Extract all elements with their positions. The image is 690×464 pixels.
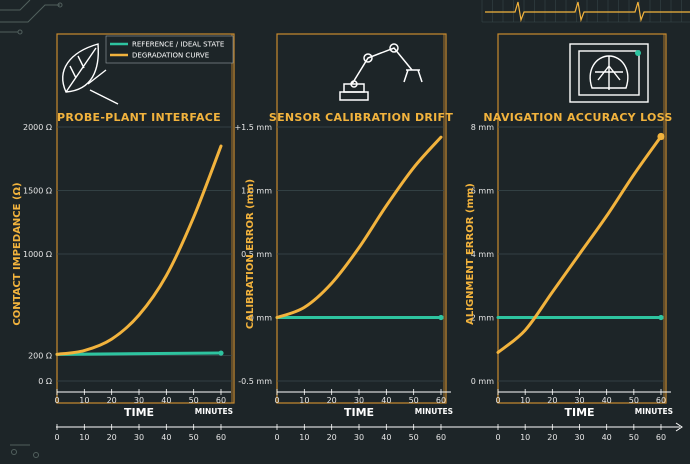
legend: REFERENCE / IDEAL STATE DEGRADATION CURV…: [105, 35, 234, 64]
timeline-tick-label: 0: [495, 433, 500, 442]
x-tick-label: 10: [520, 396, 530, 405]
timeline-tick-label: 40: [381, 433, 391, 442]
x-tick-label: 40: [161, 396, 171, 405]
panel-frame: [56, 33, 235, 404]
x-tick-label: 20: [547, 396, 557, 405]
timeline-tick-label: 10: [299, 433, 309, 442]
x-tick-label: 0: [274, 396, 279, 405]
x-tick-label: 30: [574, 396, 584, 405]
x-tick-label: 60: [216, 396, 226, 405]
y-tick-label: 0 Ω: [38, 377, 52, 386]
y-tick-label: -0.5 mm: [238, 377, 272, 386]
panel-title: PROBE-PLANT INTERFACE: [57, 111, 221, 124]
timeline-tick-label: 10: [520, 433, 530, 442]
timeline-tick-label: 60: [436, 433, 446, 442]
timeline-tick-label: 30: [574, 433, 584, 442]
timeline-tick-label: 10: [79, 433, 89, 442]
y-axis-label: CALIBRATION ERROR (mm): [245, 179, 256, 329]
x-tick-label: 20: [327, 396, 337, 405]
y-tick-label: 200 Ω: [28, 352, 52, 361]
degradation-curve: [55, 144, 223, 356]
x-axis-label: TIME: [564, 406, 594, 419]
x-tick-label: 60: [436, 396, 446, 405]
series-end-marker: [218, 350, 224, 356]
y-tick-label: 2000 Ω: [23, 123, 52, 132]
y-tick-label: 0 mm: [249, 314, 272, 323]
panel-title: NAVIGATION ACCURACY LOSS: [483, 111, 672, 124]
series-end-marker: [657, 132, 665, 141]
x-tick-label: 40: [602, 396, 612, 405]
timeline-tick-label: 0: [54, 433, 59, 442]
timeline-tick-label: 20: [107, 433, 117, 442]
x-tick-label: 10: [79, 396, 89, 405]
y-tick-label: 0 mm: [471, 377, 494, 386]
x-tick-label: 60: [656, 396, 666, 405]
map-navigation-icon: [569, 43, 649, 103]
x-axis-label: TIME: [124, 406, 154, 419]
x-tick-label: 50: [629, 396, 639, 405]
x-tick-label: 50: [409, 396, 419, 405]
series-end-marker: [438, 314, 444, 321]
legend-label-reference: REFERENCE / IDEAL STATE: [132, 41, 224, 49]
panel-frame: [276, 33, 447, 404]
timeline-tick-label: 20: [327, 433, 337, 442]
timeline-tick-label: 60: [656, 433, 666, 442]
reference-line: [55, 351, 223, 356]
y-tick-label: 2 mm: [471, 314, 494, 323]
y-tick-label: +1.5 mm: [234, 123, 272, 132]
legend-label-degradation: DEGRADATION CURVE: [132, 52, 209, 60]
robot-arm-icon: [339, 43, 423, 101]
timeline-tick-label: 40: [161, 433, 171, 442]
x-axis-unit: MINUTES: [195, 407, 233, 416]
panel-frame: [497, 33, 667, 404]
y-tick-label: 4 mm: [471, 250, 494, 259]
y-tick-label: 1.0 mm: [241, 187, 272, 196]
x-axis-unit: MINUTES: [635, 407, 673, 416]
x-axis-label: TIME: [344, 406, 374, 419]
time-axis-strip: 0 10 20 30 40 50 60 0 10 20 30 40 50 60 0 10 20 30 40 50 60: [54, 422, 683, 442]
x-tick-label: 10: [299, 396, 309, 405]
timeline-tick-label: 50: [629, 433, 639, 442]
degradation-curve: [275, 135, 443, 319]
x-axis-unit: MINUTES: [415, 407, 453, 416]
degradation-curve: [496, 135, 663, 354]
waveform-decoration: [481, 0, 690, 23]
timeline-tick-label: 40: [602, 433, 612, 442]
x-tick-label: 0: [54, 396, 59, 405]
x-tick-label: 30: [354, 396, 364, 405]
timeline-tick-label: 0: [274, 433, 279, 442]
x-tick-label: 40: [381, 396, 391, 405]
series-end-marker: [658, 314, 664, 321]
x-tick-label: 20: [107, 396, 117, 405]
panel-probe-plant-interface: 0 Ω 200 Ω 1000 Ω 1500 Ω 2000 Ω PROBE-PLANT IN…: [12, 33, 235, 419]
y-tick-label: 1000 Ω: [23, 250, 52, 259]
y-axis-label: ALIGNMENT ERROR (mm): [465, 183, 476, 325]
timeline-tick-label: 50: [409, 433, 419, 442]
y-tick-label: 0.5 mm: [241, 250, 272, 259]
timeline-tick-label: 30: [134, 433, 144, 442]
y-tick-label: 8 mm: [471, 123, 494, 132]
timeline-tick-label: 60: [216, 433, 226, 442]
x-tick-label: 50: [189, 396, 199, 405]
timeline-tick-label: 20: [547, 433, 557, 442]
leaf-probe-icon: [62, 43, 119, 105]
y-tick-label: 1500 Ω: [23, 187, 52, 196]
timeline-tick-label: 50: [189, 433, 199, 442]
x-tick-label: 0: [495, 396, 500, 405]
panel-title: SENSOR CALIBRATION DRIFT: [269, 111, 454, 124]
circuit-decoration: [0, 0, 63, 458]
timeline-tick-label: 30: [354, 433, 364, 442]
y-tick-label: 6 mm: [471, 187, 494, 196]
x-tick-label: 30: [134, 396, 144, 405]
y-axis-label: CONTACT IMPEDANCE (Ω): [12, 182, 23, 325]
